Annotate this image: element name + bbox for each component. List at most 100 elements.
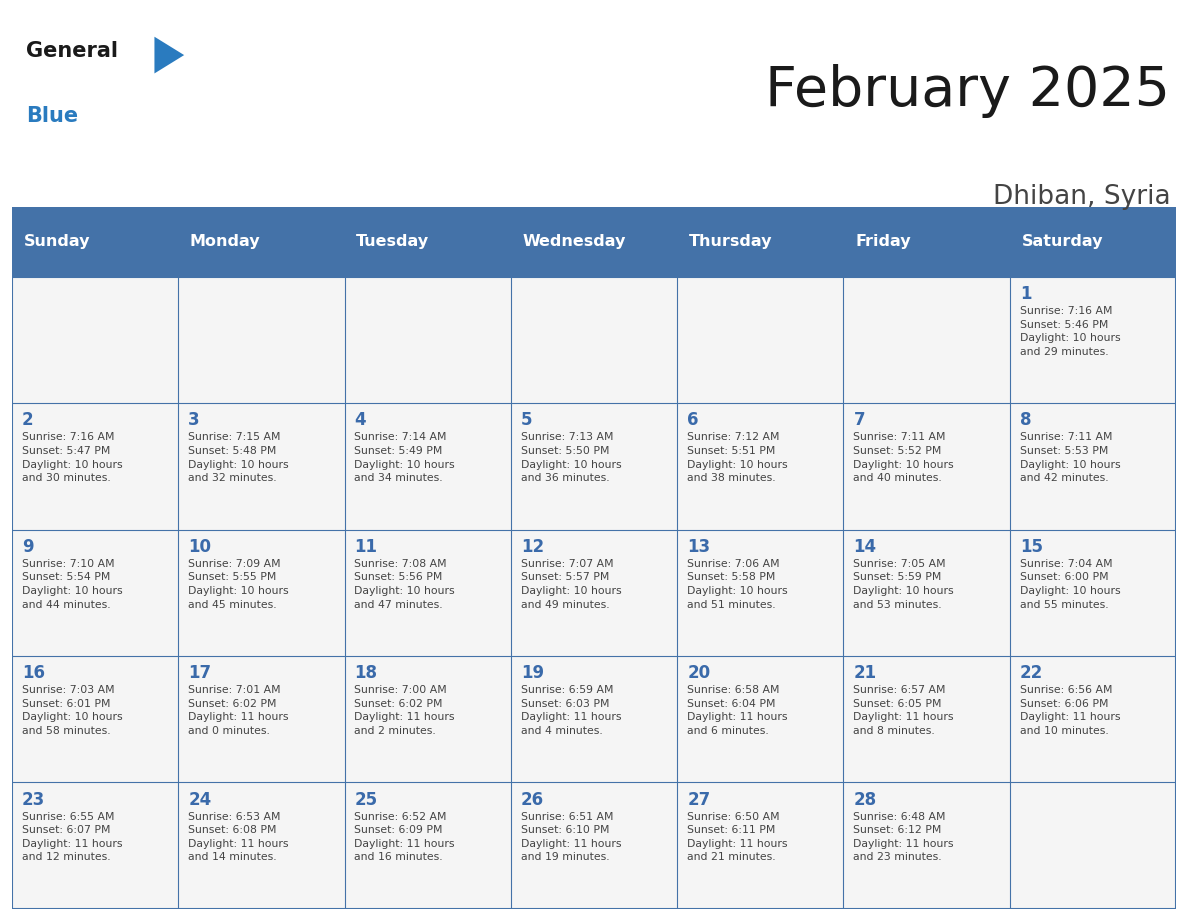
Text: Sunrise: 6:51 AM
Sunset: 6:10 PM
Daylight: 11 hours
and 19 minutes.: Sunrise: 6:51 AM Sunset: 6:10 PM Dayligh… (520, 812, 621, 863)
Text: 11: 11 (354, 538, 378, 555)
Text: Sunrise: 7:04 AM
Sunset: 6:00 PM
Daylight: 10 hours
and 55 minutes.: Sunrise: 7:04 AM Sunset: 6:00 PM Dayligh… (1019, 559, 1120, 610)
Text: 1: 1 (1019, 285, 1031, 303)
Text: 18: 18 (354, 665, 378, 682)
Text: 3: 3 (188, 411, 200, 430)
FancyBboxPatch shape (12, 782, 178, 909)
FancyBboxPatch shape (12, 207, 178, 276)
Text: Sunrise: 7:11 AM
Sunset: 5:53 PM
Daylight: 10 hours
and 42 minutes.: Sunrise: 7:11 AM Sunset: 5:53 PM Dayligh… (1019, 432, 1120, 483)
FancyBboxPatch shape (511, 207, 677, 276)
FancyBboxPatch shape (677, 403, 843, 530)
Text: 25: 25 (354, 790, 378, 809)
FancyBboxPatch shape (345, 403, 511, 530)
FancyBboxPatch shape (178, 530, 345, 656)
Text: 19: 19 (520, 665, 544, 682)
FancyBboxPatch shape (1010, 403, 1176, 530)
Text: Sunrise: 7:15 AM
Sunset: 5:48 PM
Daylight: 10 hours
and 32 minutes.: Sunrise: 7:15 AM Sunset: 5:48 PM Dayligh… (188, 432, 289, 483)
Text: Sunrise: 7:07 AM
Sunset: 5:57 PM
Daylight: 10 hours
and 49 minutes.: Sunrise: 7:07 AM Sunset: 5:57 PM Dayligh… (520, 559, 621, 610)
FancyBboxPatch shape (345, 656, 511, 782)
Text: Sunrise: 6:58 AM
Sunset: 6:04 PM
Daylight: 11 hours
and 6 minutes.: Sunrise: 6:58 AM Sunset: 6:04 PM Dayligh… (687, 685, 788, 736)
Text: 24: 24 (188, 790, 211, 809)
FancyBboxPatch shape (843, 530, 1010, 656)
FancyBboxPatch shape (12, 276, 178, 403)
Text: Saturday: Saturday (1022, 234, 1102, 249)
Text: Sunrise: 6:57 AM
Sunset: 6:05 PM
Daylight: 11 hours
and 8 minutes.: Sunrise: 6:57 AM Sunset: 6:05 PM Dayligh… (853, 685, 954, 736)
Text: Thursday: Thursday (689, 234, 772, 249)
Text: Sunrise: 6:53 AM
Sunset: 6:08 PM
Daylight: 11 hours
and 14 minutes.: Sunrise: 6:53 AM Sunset: 6:08 PM Dayligh… (188, 812, 289, 863)
Text: Sunday: Sunday (24, 234, 90, 249)
Text: Sunrise: 7:06 AM
Sunset: 5:58 PM
Daylight: 10 hours
and 51 minutes.: Sunrise: 7:06 AM Sunset: 5:58 PM Dayligh… (687, 559, 788, 610)
FancyBboxPatch shape (178, 207, 345, 276)
FancyBboxPatch shape (843, 403, 1010, 530)
FancyBboxPatch shape (511, 530, 677, 656)
Text: Friday: Friday (855, 234, 911, 249)
Text: Sunrise: 6:55 AM
Sunset: 6:07 PM
Daylight: 11 hours
and 12 minutes.: Sunrise: 6:55 AM Sunset: 6:07 PM Dayligh… (21, 812, 122, 863)
Text: 15: 15 (1019, 538, 1043, 555)
Text: 13: 13 (687, 538, 710, 555)
FancyBboxPatch shape (511, 276, 677, 403)
Text: 23: 23 (21, 790, 45, 809)
FancyBboxPatch shape (1010, 656, 1176, 782)
FancyBboxPatch shape (178, 656, 345, 782)
FancyBboxPatch shape (1010, 276, 1176, 403)
FancyBboxPatch shape (677, 276, 843, 403)
Text: Tuesday: Tuesday (356, 234, 429, 249)
Text: Sunrise: 6:56 AM
Sunset: 6:06 PM
Daylight: 11 hours
and 10 minutes.: Sunrise: 6:56 AM Sunset: 6:06 PM Dayligh… (1019, 685, 1120, 736)
FancyBboxPatch shape (345, 276, 511, 403)
FancyBboxPatch shape (843, 207, 1010, 276)
Text: Sunrise: 7:09 AM
Sunset: 5:55 PM
Daylight: 10 hours
and 45 minutes.: Sunrise: 7:09 AM Sunset: 5:55 PM Dayligh… (188, 559, 289, 610)
FancyBboxPatch shape (843, 276, 1010, 403)
Text: 4: 4 (354, 411, 366, 430)
FancyBboxPatch shape (677, 782, 843, 909)
FancyBboxPatch shape (12, 530, 178, 656)
Text: Monday: Monday (190, 234, 260, 249)
FancyBboxPatch shape (511, 782, 677, 909)
Text: 8: 8 (1019, 411, 1031, 430)
Text: Sunrise: 6:50 AM
Sunset: 6:11 PM
Daylight: 11 hours
and 21 minutes.: Sunrise: 6:50 AM Sunset: 6:11 PM Dayligh… (687, 812, 788, 863)
FancyBboxPatch shape (511, 656, 677, 782)
Text: Sunrise: 7:12 AM
Sunset: 5:51 PM
Daylight: 10 hours
and 38 minutes.: Sunrise: 7:12 AM Sunset: 5:51 PM Dayligh… (687, 432, 788, 483)
Text: 28: 28 (853, 790, 877, 809)
FancyBboxPatch shape (345, 207, 511, 276)
FancyBboxPatch shape (178, 276, 345, 403)
Text: Sunrise: 6:52 AM
Sunset: 6:09 PM
Daylight: 11 hours
and 16 minutes.: Sunrise: 6:52 AM Sunset: 6:09 PM Dayligh… (354, 812, 455, 863)
FancyBboxPatch shape (843, 656, 1010, 782)
Text: Sunrise: 7:05 AM
Sunset: 5:59 PM
Daylight: 10 hours
and 53 minutes.: Sunrise: 7:05 AM Sunset: 5:59 PM Dayligh… (853, 559, 954, 610)
Text: 6: 6 (687, 411, 699, 430)
FancyBboxPatch shape (178, 782, 345, 909)
Text: Dhiban, Syria: Dhiban, Syria (992, 184, 1170, 209)
Text: General: General (26, 41, 118, 62)
Text: Sunrise: 6:59 AM
Sunset: 6:03 PM
Daylight: 11 hours
and 4 minutes.: Sunrise: 6:59 AM Sunset: 6:03 PM Dayligh… (520, 685, 621, 736)
Text: Sunrise: 7:10 AM
Sunset: 5:54 PM
Daylight: 10 hours
and 44 minutes.: Sunrise: 7:10 AM Sunset: 5:54 PM Dayligh… (21, 559, 122, 610)
Text: February 2025: February 2025 (765, 64, 1170, 118)
FancyBboxPatch shape (1010, 782, 1176, 909)
Text: 12: 12 (520, 538, 544, 555)
Text: 27: 27 (687, 790, 710, 809)
FancyBboxPatch shape (511, 403, 677, 530)
Text: Sunrise: 7:01 AM
Sunset: 6:02 PM
Daylight: 11 hours
and 0 minutes.: Sunrise: 7:01 AM Sunset: 6:02 PM Dayligh… (188, 685, 289, 736)
FancyBboxPatch shape (12, 403, 178, 530)
FancyBboxPatch shape (345, 782, 511, 909)
Text: Blue: Blue (26, 106, 78, 126)
FancyBboxPatch shape (843, 782, 1010, 909)
Text: 17: 17 (188, 665, 211, 682)
Text: 26: 26 (520, 790, 544, 809)
Text: 5: 5 (520, 411, 532, 430)
Text: Sunrise: 7:00 AM
Sunset: 6:02 PM
Daylight: 11 hours
and 2 minutes.: Sunrise: 7:00 AM Sunset: 6:02 PM Dayligh… (354, 685, 455, 736)
FancyBboxPatch shape (677, 656, 843, 782)
Text: Sunrise: 7:11 AM
Sunset: 5:52 PM
Daylight: 10 hours
and 40 minutes.: Sunrise: 7:11 AM Sunset: 5:52 PM Dayligh… (853, 432, 954, 483)
FancyBboxPatch shape (1010, 530, 1176, 656)
FancyBboxPatch shape (12, 656, 178, 782)
Text: 20: 20 (687, 665, 710, 682)
FancyBboxPatch shape (677, 207, 843, 276)
FancyBboxPatch shape (677, 530, 843, 656)
Text: Sunrise: 7:16 AM
Sunset: 5:47 PM
Daylight: 10 hours
and 30 minutes.: Sunrise: 7:16 AM Sunset: 5:47 PM Dayligh… (21, 432, 122, 483)
Text: 16: 16 (21, 665, 45, 682)
Text: 14: 14 (853, 538, 877, 555)
FancyBboxPatch shape (1010, 207, 1176, 276)
Text: Wednesday: Wednesday (523, 234, 626, 249)
Text: Sunrise: 7:13 AM
Sunset: 5:50 PM
Daylight: 10 hours
and 36 minutes.: Sunrise: 7:13 AM Sunset: 5:50 PM Dayligh… (520, 432, 621, 483)
Text: Sunrise: 7:08 AM
Sunset: 5:56 PM
Daylight: 10 hours
and 47 minutes.: Sunrise: 7:08 AM Sunset: 5:56 PM Dayligh… (354, 559, 455, 610)
Text: Sunrise: 7:03 AM
Sunset: 6:01 PM
Daylight: 10 hours
and 58 minutes.: Sunrise: 7:03 AM Sunset: 6:01 PM Dayligh… (21, 685, 122, 736)
Text: 7: 7 (853, 411, 865, 430)
FancyBboxPatch shape (178, 403, 345, 530)
